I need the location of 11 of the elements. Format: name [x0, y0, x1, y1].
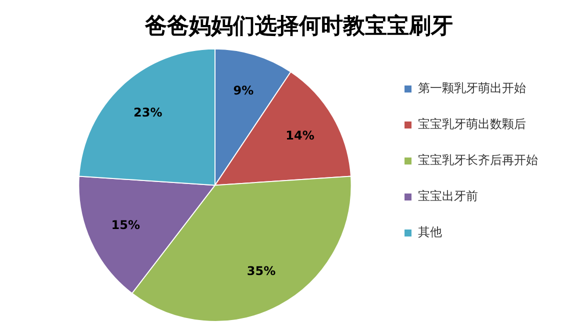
legend-label: 宝宝乳牙萌出数颗后: [418, 117, 526, 132]
data-label: 9%: [233, 83, 254, 98]
data-label: 35%: [246, 264, 276, 278]
data-label: 14%: [286, 128, 314, 142]
legend-label: 宝宝出牙前: [418, 189, 478, 204]
chart-title: 爸爸妈妈们选择何时教宝宝刷牙: [144, 12, 453, 39]
data-label: 23%: [134, 106, 162, 120]
legend-label: 其他: [418, 225, 442, 240]
legend-label: 第一颗乳牙萌出开始: [418, 81, 526, 96]
legend-label: 宝宝乳牙长齐后再开始: [418, 153, 538, 168]
data-label: 15%: [111, 218, 140, 232]
